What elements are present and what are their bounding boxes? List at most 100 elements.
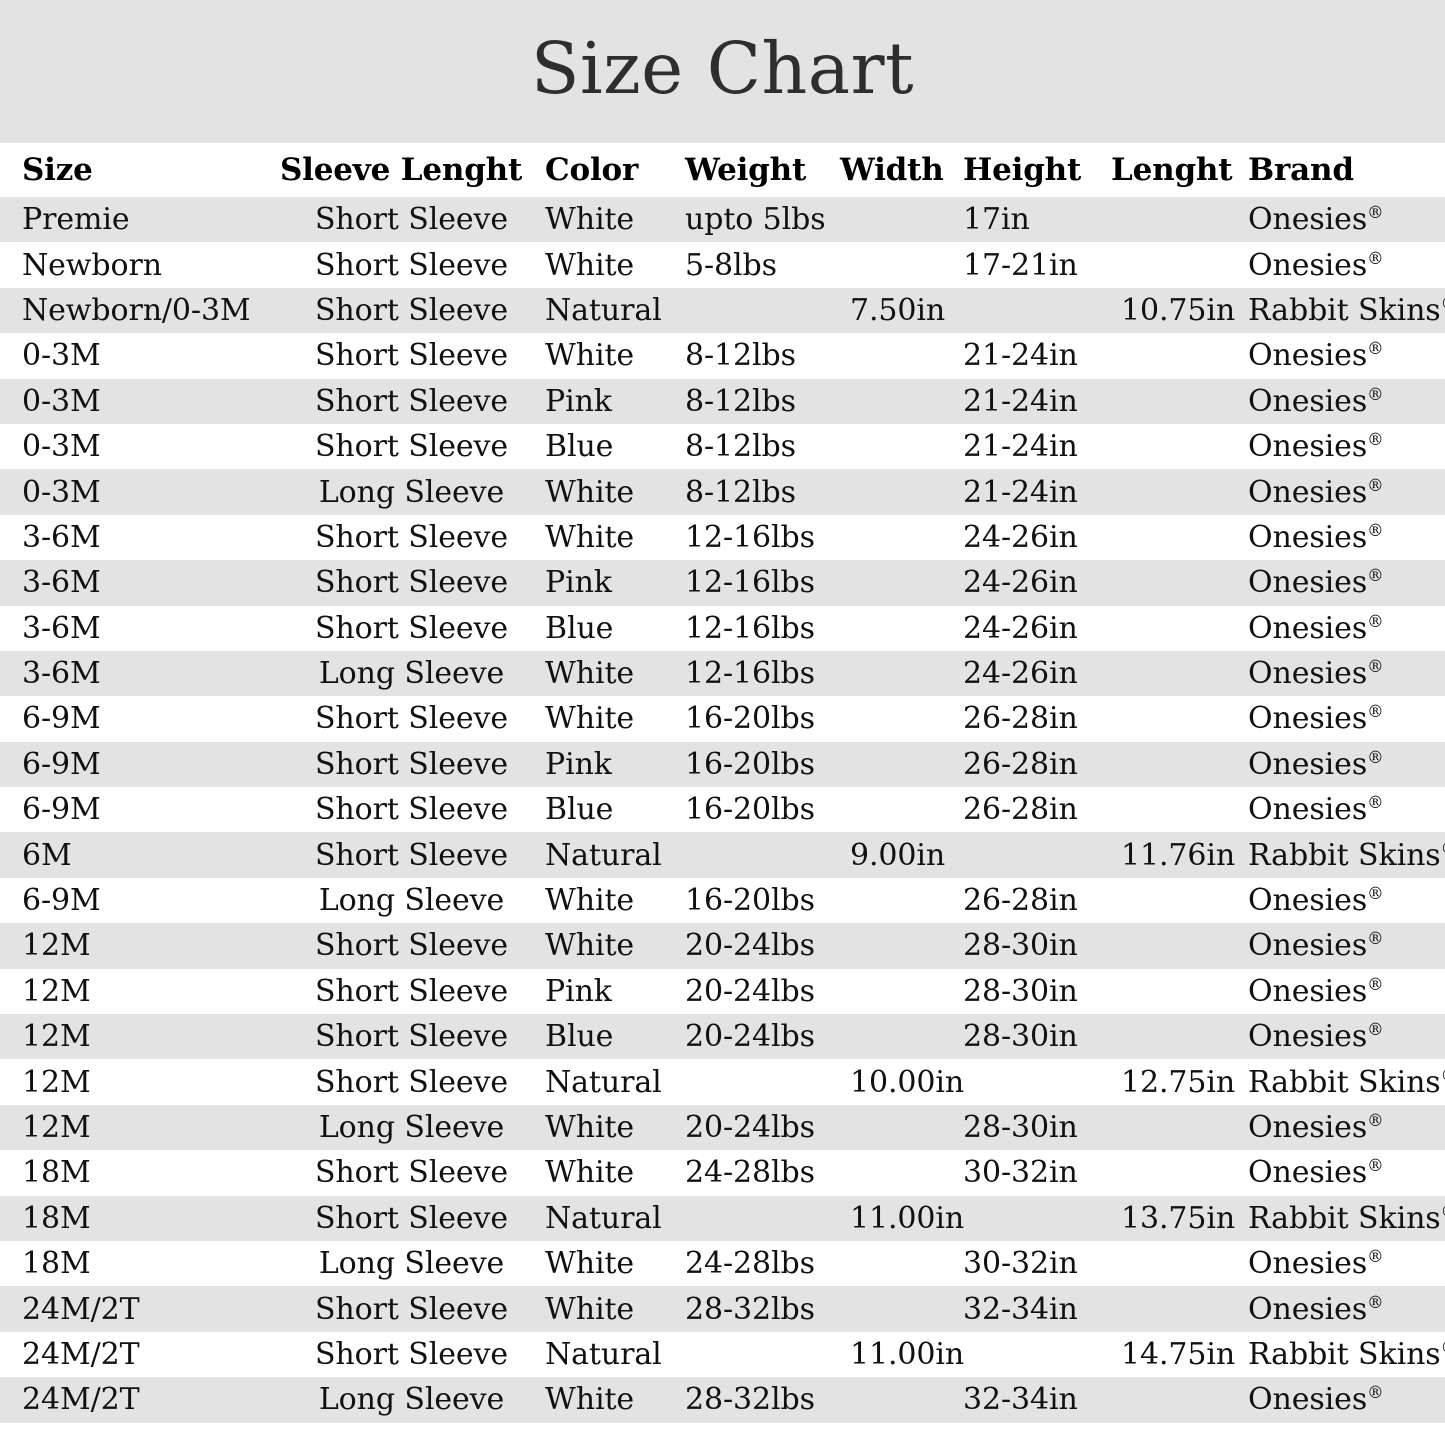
cell-color: Blue bbox=[545, 792, 614, 828]
cell-length bbox=[1093, 1105, 1238, 1150]
cell-size: 6M bbox=[22, 837, 72, 873]
cell-length bbox=[1093, 1241, 1238, 1286]
cell-brand: Onesies® bbox=[1238, 424, 1445, 469]
registered-trademark-icon: ® bbox=[1367, 203, 1384, 223]
cell-size: Newborn/0-3M bbox=[22, 292, 251, 328]
cell-weight: 16-20lbs bbox=[685, 792, 815, 828]
cell-length bbox=[1093, 923, 1238, 968]
cell-sleeve: Short Sleeve bbox=[314, 973, 509, 1009]
cell-width bbox=[818, 1241, 953, 1286]
cell-length bbox=[1093, 424, 1238, 469]
brand-name: Onesies bbox=[1248, 202, 1368, 238]
cell-height bbox=[953, 1196, 1093, 1241]
brand-name: Onesies bbox=[1248, 973, 1368, 1009]
cell-brand: Onesies® bbox=[1238, 878, 1445, 923]
cell-color: Natural bbox=[545, 837, 662, 873]
cell-height: 21-24in bbox=[963, 429, 1078, 465]
registered-trademark-icon: ® bbox=[1367, 657, 1384, 677]
cell-sleeve: Long Sleeve bbox=[318, 1110, 505, 1145]
column-header-color: Color bbox=[545, 152, 639, 188]
cell-size: 12M bbox=[22, 1064, 91, 1100]
cell-width bbox=[818, 742, 953, 787]
registered-trademark-icon: ® bbox=[1367, 793, 1384, 813]
cell-width: 11.00in bbox=[850, 1200, 965, 1236]
cell-length bbox=[1093, 696, 1238, 741]
cell-size: 24M/2T bbox=[22, 1336, 140, 1372]
cell-height: 28-30in bbox=[963, 1110, 1078, 1145]
table-row: 3-6M Short Sleeve White 12-16lbs 24-26in Ones… bbox=[0, 514, 1445, 561]
table-row: 0-3M Long Sleeve White 8-12lbs 21-24in Onesie… bbox=[0, 469, 1445, 515]
brand-name: Onesies bbox=[1248, 1155, 1368, 1191]
cell-color: White bbox=[545, 202, 635, 238]
cell-brand: Rabbit Skins® bbox=[1238, 832, 1445, 877]
brand-name: Onesies bbox=[1248, 928, 1368, 964]
cell-length bbox=[1093, 1377, 1238, 1422]
cell-color: Blue bbox=[545, 1019, 614, 1055]
cell-color: Pink bbox=[545, 565, 612, 601]
cell-size: 3-6M bbox=[22, 519, 101, 555]
cell-width bbox=[818, 469, 953, 514]
cell-height: 30-32in bbox=[963, 1155, 1078, 1191]
brand-name: Onesies bbox=[1248, 1246, 1368, 1282]
cell-size: 18M bbox=[22, 1155, 91, 1191]
cell-weight bbox=[663, 1332, 818, 1377]
cell-length bbox=[1093, 333, 1238, 378]
cell-brand: Onesies® bbox=[1238, 469, 1445, 514]
registered-trademark-icon: ® bbox=[1367, 520, 1384, 540]
table-body: Premie Short Sleeve White upto 5lbs 17in Ones… bbox=[0, 197, 1445, 1423]
size-chart-table: Size Sleeve Lenght Color Weight Width He… bbox=[0, 143, 1445, 1423]
table-header: Size Sleeve Lenght Color Weight Width He… bbox=[0, 143, 1445, 197]
cell-width bbox=[818, 333, 953, 378]
brand-name: Onesies bbox=[1248, 1382, 1368, 1418]
cell-size: 6-9M bbox=[22, 701, 101, 737]
cell-size: 3-6M bbox=[22, 656, 101, 692]
column-header-width: Width bbox=[840, 152, 944, 188]
cell-color: Pink bbox=[545, 973, 612, 1009]
cell-color: Blue bbox=[545, 610, 614, 646]
column-header-weight: Weight bbox=[685, 152, 807, 188]
cell-height: 26-28in bbox=[963, 746, 1078, 782]
table-row: 3-6M Short Sleeve Pink 12-16lbs 24-26in Onesi… bbox=[0, 560, 1445, 606]
cell-color: White bbox=[545, 701, 635, 737]
table-row: Newborn/0-3M Short Sleeve Natural 7.50in 10.… bbox=[0, 287, 1445, 334]
registered-trademark-icon: ® bbox=[1367, 430, 1384, 450]
table-row: Newborn Short Sleeve White 5-8lbs 17-21in One… bbox=[0, 242, 1445, 288]
cell-sleeve: Short Sleeve bbox=[314, 837, 509, 873]
cell-weight: 8-12lbs bbox=[685, 383, 796, 419]
cell-width bbox=[818, 696, 953, 741]
cell-color: White bbox=[545, 928, 635, 964]
table-row: 0-3M Short Sleeve White 8-12lbs 21-24in Onesi… bbox=[0, 333, 1445, 379]
cell-brand: Onesies® bbox=[1238, 1241, 1445, 1286]
table-row: 6M Short Sleeve Natural 9.00in 11.76in Rabbit… bbox=[0, 832, 1445, 878]
cell-height: 28-30in bbox=[963, 928, 1078, 964]
cell-brand: Rabbit Skins® bbox=[1238, 1059, 1445, 1104]
cell-height: 32-34in bbox=[963, 1291, 1078, 1327]
cell-sleeve: Short Sleeve bbox=[314, 338, 509, 374]
brand-name: Onesies bbox=[1248, 1110, 1368, 1145]
cell-sleeve: Short Sleeve bbox=[314, 610, 509, 646]
cell-brand: Onesies® bbox=[1238, 742, 1445, 787]
registered-trademark-icon: ® bbox=[1367, 1156, 1384, 1176]
cell-height: 26-28in bbox=[963, 792, 1078, 828]
table-row: 0-3M Short Sleeve Blue 8-12lbs 21-24in Onesie… bbox=[0, 423, 1445, 470]
registered-trademark-icon: ® bbox=[1367, 611, 1384, 631]
brand-name: Onesies bbox=[1248, 429, 1368, 465]
cell-color: White bbox=[545, 1291, 635, 1327]
cell-weight: 5-8lbs bbox=[685, 247, 777, 283]
cell-height: 26-28in bbox=[963, 883, 1078, 919]
cell-height: 24-26in bbox=[963, 610, 1078, 646]
brand-name: Onesies bbox=[1248, 792, 1368, 828]
registered-trademark-icon: ® bbox=[1367, 1383, 1384, 1403]
cell-width bbox=[818, 560, 953, 605]
cell-size: 12M bbox=[22, 1110, 91, 1145]
cell-brand: Onesies® bbox=[1238, 560, 1445, 605]
table-row: 12M Short Sleeve Blue 20-24lbs 28-30in Onesie… bbox=[0, 1014, 1445, 1060]
cell-width bbox=[818, 379, 953, 424]
cell-size: 12M bbox=[22, 928, 91, 964]
cell-size: Newborn bbox=[22, 247, 162, 283]
cell-color: White bbox=[545, 474, 635, 510]
cell-weight: 28-32lbs bbox=[685, 1291, 815, 1327]
registered-trademark-icon: ® bbox=[1367, 339, 1384, 359]
cell-length bbox=[1093, 1286, 1238, 1331]
